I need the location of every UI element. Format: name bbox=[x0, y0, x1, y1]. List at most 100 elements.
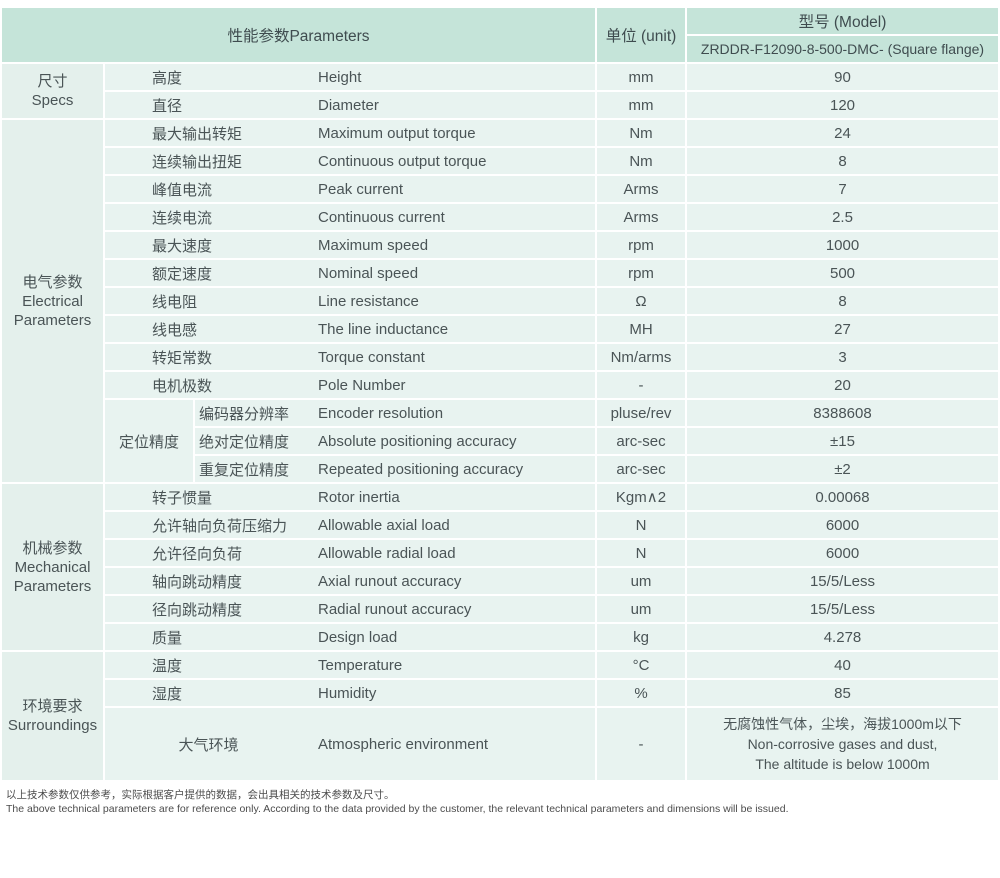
value-cell: 无腐蚀性气体，尘埃，海拔1000m以下 Non-corrosive gases … bbox=[687, 708, 998, 782]
param-en: Maximum output torque bbox=[312, 120, 597, 148]
model-header: 型号 (Model) bbox=[687, 8, 998, 36]
param-en: Rotor inertia bbox=[312, 484, 597, 512]
param-en: Pole Number bbox=[312, 372, 597, 400]
param-en: Nominal speed bbox=[312, 260, 597, 288]
unit-cell: % bbox=[597, 680, 687, 708]
value-cell: 4.278 bbox=[687, 624, 998, 652]
param-zh: 高度 bbox=[105, 64, 312, 92]
table-row: 峰值电流 Peak current Arms 7 bbox=[2, 176, 998, 204]
unit-cell: pluse/rev bbox=[597, 400, 687, 428]
positioning-group-cell: 定位精度 bbox=[105, 400, 195, 484]
param-zh: 额定速度 bbox=[105, 260, 312, 288]
param-en: Absolute positioning accuracy bbox=[312, 428, 597, 456]
table-row: 定位精度 编码器分辨率 Encoder resolution pluse/rev… bbox=[2, 400, 998, 484]
param-zh: 绝对定位精度 bbox=[195, 428, 312, 456]
unit-header: 单位 (unit) bbox=[597, 8, 687, 64]
unit-cell: rpm bbox=[597, 232, 687, 260]
footer-notes: 以上技术参数仅供参考，实际根据客户提供的数据，会出具相关的技术参数及尺寸。 Th… bbox=[2, 782, 998, 816]
param-en: Repeated positioning accuracy bbox=[312, 456, 597, 484]
section-cell-surroundings: 环境要求 Surroundings bbox=[2, 652, 105, 782]
param-zh: 编码器分辨率 bbox=[195, 400, 312, 428]
value-cell: 8 bbox=[687, 288, 998, 316]
unit-cell: Nm bbox=[597, 148, 687, 176]
table-row: 湿度 Humidity % 85 bbox=[2, 680, 998, 708]
table-row: 机械参数 Mechanical Parameters 转子惯量 Rotor in… bbox=[2, 484, 998, 652]
table-row: 转矩常数 Torque constant Nm/arms 3 bbox=[2, 344, 998, 372]
param-en: Torque constant bbox=[312, 344, 597, 372]
unit-cell: Arms bbox=[597, 204, 687, 232]
unit-cell: arc-sec bbox=[597, 456, 687, 484]
param-zh: 质量 bbox=[105, 624, 312, 652]
param-zh: 最大速度 bbox=[105, 232, 312, 260]
value-cell: ±15 bbox=[687, 428, 998, 456]
param-zh: 最大输出转矩 bbox=[105, 120, 312, 148]
unit-cell: - bbox=[597, 708, 687, 782]
value-cell: 15/5/Less bbox=[687, 596, 998, 624]
table-row: 尺寸 Specs 高度 Height mm 90 bbox=[2, 64, 998, 120]
section-cell-electrical: 电气参数 Electrical Parameters bbox=[2, 120, 105, 484]
unit-cell: Nm bbox=[597, 120, 687, 148]
param-en: Diameter bbox=[312, 92, 597, 120]
unit-cell: N bbox=[597, 540, 687, 568]
unit-cell: Arms bbox=[597, 176, 687, 204]
param-zh: 转矩常数 bbox=[105, 344, 312, 372]
page: 性能参数Parameters 单位 (unit) 型号 (Model) ZRDD… bbox=[2, 8, 998, 816]
param-zh: 湿度 bbox=[105, 680, 312, 708]
section-cell-mechanical: 机械参数 Mechanical Parameters bbox=[2, 484, 105, 652]
value-cell: 90 bbox=[687, 64, 998, 92]
value-cell: 3 bbox=[687, 344, 998, 372]
value-cell: 0.00068 bbox=[687, 484, 998, 512]
table-row: 最大速度 Maximum speed rpm 1000 bbox=[2, 232, 998, 260]
param-en: Atmospheric environment bbox=[312, 708, 597, 782]
section-cell-specs: 尺寸 Specs bbox=[2, 64, 105, 120]
unit-cell: Nm/arms bbox=[597, 344, 687, 372]
param-en: Allowable radial load bbox=[312, 540, 597, 568]
unit-cell: arc-sec bbox=[597, 428, 687, 456]
param-zh: 连续电流 bbox=[105, 204, 312, 232]
param-en: Continuous current bbox=[312, 204, 597, 232]
value-cell: 2.5 bbox=[687, 204, 998, 232]
unit-cell: rpm bbox=[597, 260, 687, 288]
table-row: 质量 Design load kg 4.278 bbox=[2, 624, 998, 652]
unit-cell: um bbox=[597, 596, 687, 624]
param-en: Allowable axial load bbox=[312, 512, 597, 540]
table-row: 电机极数 Pole Number - 20 bbox=[2, 372, 998, 400]
header-row: 性能参数Parameters 单位 (unit) 型号 (Model) bbox=[2, 8, 998, 64]
table-row: 线电感 The line inductance MH 27 bbox=[2, 316, 998, 344]
table-row: 线电阻 Line resistance Ω 8 bbox=[2, 288, 998, 316]
param-zh: 直径 bbox=[105, 92, 312, 120]
param-zh: 线电感 bbox=[105, 316, 312, 344]
param-en: Line resistance bbox=[312, 288, 597, 316]
value-cell: 120 bbox=[687, 92, 998, 120]
table-row: 电气参数 Electrical Parameters 最大输出转矩 Maximu… bbox=[2, 120, 998, 484]
param-en: Encoder resolution bbox=[312, 400, 597, 428]
unit-cell: mm bbox=[597, 92, 687, 120]
param-en: Design load bbox=[312, 624, 597, 652]
value-cell: 6000 bbox=[687, 540, 998, 568]
value-cell: 27 bbox=[687, 316, 998, 344]
value-cell: 8 bbox=[687, 148, 998, 176]
value-cell: 85 bbox=[687, 680, 998, 708]
param-en: Humidity bbox=[312, 680, 597, 708]
param-en: The line inductance bbox=[312, 316, 597, 344]
table-row: 环境要求 Surroundings 温度 Temperature °C 40 bbox=[2, 652, 998, 782]
parameters-header: 性能参数Parameters bbox=[2, 8, 597, 64]
value-cell: 24 bbox=[687, 120, 998, 148]
unit-cell: - bbox=[597, 372, 687, 400]
param-en: Axial runout accuracy bbox=[312, 568, 597, 596]
table-row: 允许径向负荷 Allowable radial load N 6000 bbox=[2, 540, 998, 568]
value-cell: 40 bbox=[687, 652, 998, 680]
unit-cell: N bbox=[597, 512, 687, 540]
param-en: Temperature bbox=[312, 652, 597, 680]
model-row: ZRDDR-F12090-8-500-DMC- (Square flange) bbox=[2, 36, 998, 64]
table-row: 径向跳动精度 Radial runout accuracy um 15/5/Le… bbox=[2, 596, 998, 624]
unit-cell: °C bbox=[597, 652, 687, 680]
table-row: 轴向跳动精度 Axial runout accuracy um 15/5/Les… bbox=[2, 568, 998, 596]
param-zh: 峰值电流 bbox=[105, 176, 312, 204]
value-cell: 500 bbox=[687, 260, 998, 288]
table-row: 额定速度 Nominal speed rpm 500 bbox=[2, 260, 998, 288]
unit-cell: um bbox=[597, 568, 687, 596]
param-en: Maximum speed bbox=[312, 232, 597, 260]
param-en: Peak current bbox=[312, 176, 597, 204]
param-zh: 重复定位精度 bbox=[195, 456, 312, 484]
